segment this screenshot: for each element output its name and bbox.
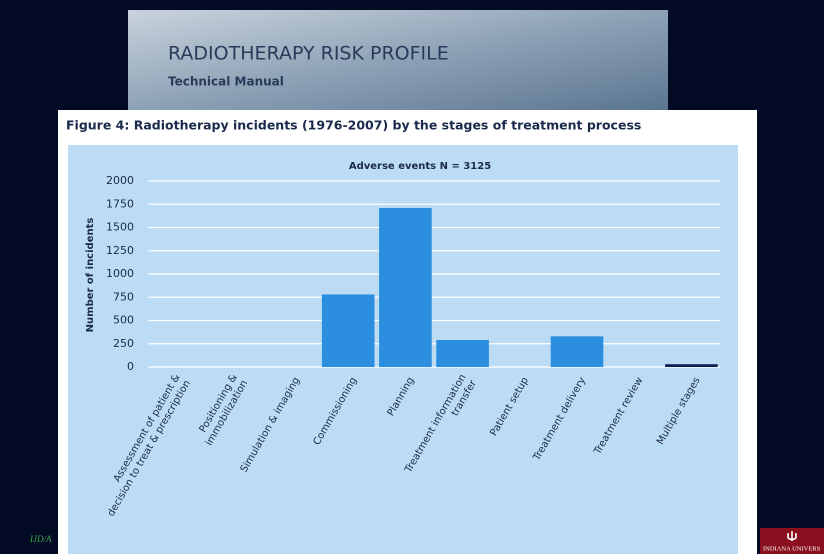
page: RADIOTHERAPY RISK PROFILE Technical Manu…	[0, 0, 824, 554]
bar	[665, 364, 718, 367]
footer-right: INDIANA UNIVERS	[763, 545, 821, 552]
bar	[551, 336, 604, 367]
y-tick-label: 1500	[106, 221, 134, 234]
y-tick-label: 250	[113, 337, 134, 350]
bar	[436, 340, 489, 367]
bar	[379, 208, 432, 367]
y-axis-label: Number of incidents	[85, 218, 96, 333]
header-title: RADIOTHERAPY RISK PROFILE	[168, 43, 449, 65]
footer-left: IJD/A	[29, 534, 52, 544]
y-tick-label: 1250	[106, 244, 134, 257]
chart-title: Adverse events N = 3125	[349, 161, 491, 172]
y-tick-label: 750	[113, 290, 134, 303]
y-tick-label: 1750	[106, 197, 134, 210]
y-tick-label: 1000	[106, 267, 134, 280]
y-tick-label: 500	[113, 314, 134, 327]
header-subtitle: Technical Manual	[168, 75, 284, 89]
bar	[322, 294, 375, 367]
y-tick-label: 2000	[106, 174, 134, 187]
slide: RADIOTHERAPY RISK PROFILE Technical Manu…	[0, 0, 824, 554]
y-tick-label: 0	[127, 360, 134, 373]
figure-caption: Figure 4: Radiotherapy incidents (1976-2…	[66, 118, 641, 133]
